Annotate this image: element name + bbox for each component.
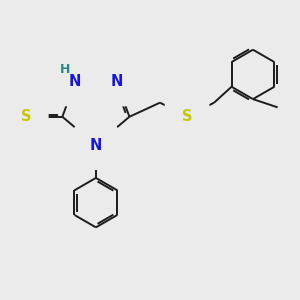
Text: N: N: [90, 137, 102, 152]
Text: H: H: [60, 63, 70, 76]
Text: N: N: [69, 74, 82, 89]
Text: S: S: [21, 109, 31, 124]
Text: S: S: [182, 109, 192, 124]
Text: N: N: [110, 74, 123, 89]
